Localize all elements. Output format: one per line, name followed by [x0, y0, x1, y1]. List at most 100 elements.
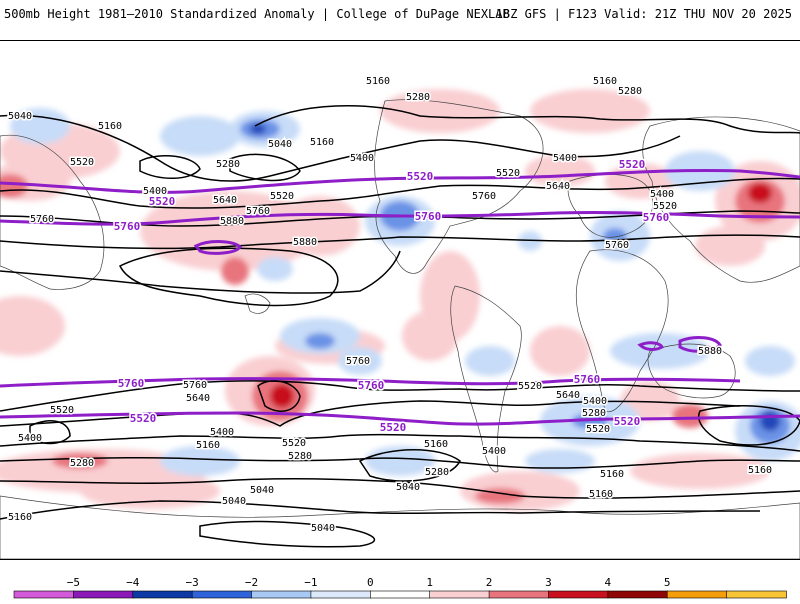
map-panel[interactable]: 5160 5160 5280 5280 5040 5160 5040 5160 …	[0, 40, 800, 560]
contour-label: 5160	[8, 512, 32, 523]
contour-label: 5760	[30, 214, 54, 225]
purple-contour-label: 5520	[149, 195, 176, 208]
colorbar-legend: −5 −4 −3 −2 −1 0 1 2 3 4 5	[0, 575, 800, 600]
contour-label: 5400	[482, 446, 506, 457]
contour-label: 5280	[216, 159, 240, 170]
colorbar-swatch	[251, 590, 312, 599]
contour-label: 5520	[282, 438, 306, 449]
colorbar-tick-label: −1	[304, 576, 317, 589]
contour-label: 5040	[268, 139, 292, 150]
contour-label: 5400	[143, 186, 167, 197]
colorbar-tick-label: 1	[426, 576, 433, 589]
contour-label: 5520	[653, 201, 677, 212]
colorbar-tick-label: −4	[126, 576, 140, 589]
purple-contour-label: 5760	[358, 379, 385, 392]
contour-label: 5400	[18, 433, 42, 444]
colorbar-tick-label: 0	[367, 576, 374, 589]
colorbar-swatch	[548, 590, 609, 599]
asia-west-outline	[0, 134, 105, 290]
anomaly-shading	[0, 89, 800, 511]
colorbar-swatch	[429, 590, 490, 599]
purple-contour-label: 5520	[619, 158, 646, 171]
contour-label: 5160	[748, 465, 772, 476]
colorbar-tick-label: 5	[664, 576, 671, 589]
contour-label: 5280	[425, 467, 449, 478]
colorbar-swatch	[132, 590, 193, 599]
contour-label: 5040	[250, 485, 274, 496]
contour-label: 5400	[210, 427, 234, 438]
contour-label: 5520	[70, 157, 94, 168]
purple-contour-label: 5520	[380, 421, 407, 434]
black-contour-labels: 5160 5160 5280 5280 5040 5160 5040 5160 …	[6, 75, 773, 536]
contour-label: 5760	[346, 356, 370, 367]
contour-label: 5280	[582, 408, 606, 419]
contour-label: 5760	[605, 240, 629, 251]
colorbar-swatch	[370, 590, 431, 599]
contour-label: 5520	[496, 168, 520, 179]
colorbar-swatch	[488, 590, 550, 599]
contour-label: 5400	[350, 153, 374, 164]
colorbar-tick-label: 2	[486, 576, 493, 589]
contour-label: 5760	[183, 380, 207, 391]
anomaly-map[interactable]: 5160 5160 5280 5280 5040 5160 5040 5160 …	[0, 41, 800, 559]
contour-label: 5040	[396, 482, 420, 493]
island-outline	[244, 293, 271, 314]
contour-label: 5160	[196, 440, 220, 451]
contour-label: 5880	[220, 216, 244, 227]
colorbar-svg: −5 −4 −3 −2 −1 0 1 2 3 4 5	[13, 576, 787, 599]
colorbar-swatch	[191, 590, 253, 599]
height-contours	[0, 105, 800, 548]
purple-contour-labels: 5520 5520 5520 5760 5760 5760 5760 5760 …	[112, 157, 671, 436]
purple-contour-label: 5760	[643, 211, 670, 224]
purple-contour-label: 5760	[415, 210, 442, 223]
contour-label: 5040	[8, 111, 32, 122]
contour-label: 5640	[186, 393, 210, 404]
contour-label: 5760	[246, 206, 270, 217]
contour-label: 5280	[70, 458, 94, 469]
colorbar-tick-label: −3	[186, 576, 199, 589]
colorbar-tick-label: 3	[545, 576, 552, 589]
contour-label: 5400	[553, 153, 577, 164]
contour-label: 5400	[650, 189, 674, 200]
colorbar-tick-label: −2	[245, 576, 258, 589]
colorbar-tick-label: −5	[67, 576, 80, 589]
colorbar-tick-label: 4	[605, 576, 612, 589]
contour-label: 5160	[310, 137, 334, 148]
contour-label: 5040	[222, 496, 246, 507]
purple-contour-label: 5520	[407, 170, 434, 183]
contour-label: 5640	[213, 195, 237, 206]
contour-label: 5160	[593, 76, 617, 87]
purple-contour-label: 5760	[114, 220, 141, 233]
contour-label: 5280	[288, 451, 312, 462]
colorbar-swatch	[73, 590, 134, 599]
contour-label: 5760	[472, 191, 496, 202]
contour-label: 5160	[98, 121, 122, 132]
europe-outline	[567, 174, 653, 238]
contour-label: 5040	[311, 523, 335, 534]
contour-label: 5280	[618, 86, 642, 97]
contour-label: 5160	[600, 469, 624, 480]
contour-label: 5160	[366, 76, 390, 87]
contour-label: 5880	[698, 346, 722, 357]
purple-contour-label: 5760	[574, 373, 601, 386]
contour-label: 5280	[406, 92, 430, 103]
contour-label: 5520	[518, 381, 542, 392]
chart-title: 500mb Height 1981–2010 Standardized Anom…	[4, 7, 510, 21]
header: 500mb Height 1981–2010 Standardized Anom…	[0, 0, 800, 28]
colorbar-swatch	[310, 590, 372, 599]
purple-contour-label: 5760	[118, 377, 145, 390]
contour-label: 5880	[293, 237, 317, 248]
contour-label: 5160	[424, 439, 448, 450]
contour-label: 5640	[556, 390, 580, 401]
contour-label: 5160	[589, 489, 613, 500]
reference-contours	[0, 168, 800, 426]
north-america-outline	[374, 99, 544, 274]
model-run-info: 18Z GFS | F123 Valid: 21Z THU NOV 20 202…	[495, 7, 792, 21]
africa-outline	[575, 249, 669, 413]
contour-label: 5520	[270, 191, 294, 202]
asia-east-outline	[642, 116, 800, 283]
colorbar-swatch	[607, 590, 669, 599]
south-america-outline	[450, 285, 522, 473]
colorbar-swatch	[726, 590, 787, 599]
colorbar-swatch	[13, 590, 75, 599]
